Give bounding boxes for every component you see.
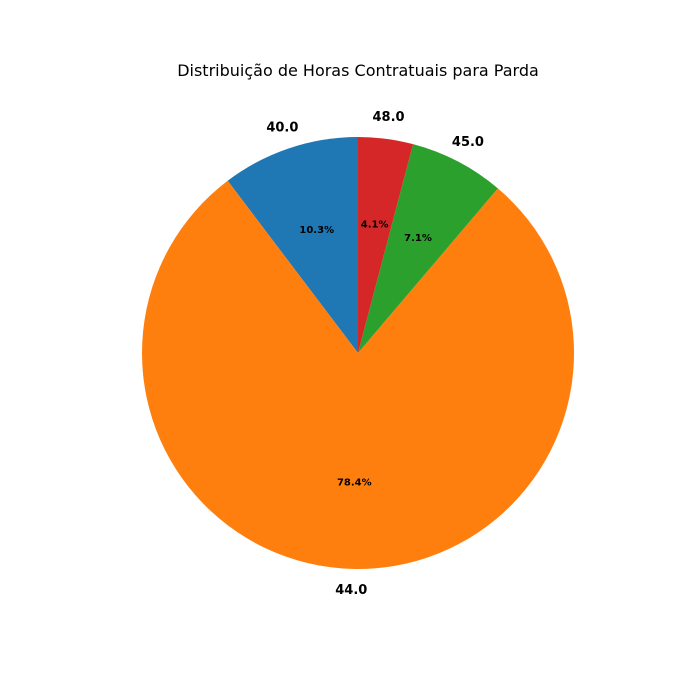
pie-slice-45-0 bbox=[358, 144, 498, 353]
slice-percent-label: 78.4% bbox=[337, 478, 372, 489]
slice-category-label: 44.0 bbox=[335, 583, 367, 598]
chart-title: Distribuição de Horas Contratuais para P… bbox=[177, 61, 539, 80]
pie-slice-48-0 bbox=[358, 137, 414, 353]
slice-category-label: 40.0 bbox=[266, 120, 298, 135]
slice-category-label: 48.0 bbox=[373, 110, 405, 125]
slice-percent-label: 4.1% bbox=[361, 219, 389, 230]
slice-percent-label: 10.3% bbox=[299, 225, 334, 236]
pie-slice-40-0 bbox=[227, 137, 358, 353]
pie-slice-44-0 bbox=[142, 180, 575, 569]
pie-labels: 40.0 10.3% 44.0 78.4% 45.0 7.1% 48.0 4.1% bbox=[266, 110, 484, 598]
slice-percent-label: 7.1% bbox=[404, 233, 432, 244]
slice-category-label: 45.0 bbox=[452, 135, 484, 150]
pie-slices bbox=[142, 137, 575, 569]
